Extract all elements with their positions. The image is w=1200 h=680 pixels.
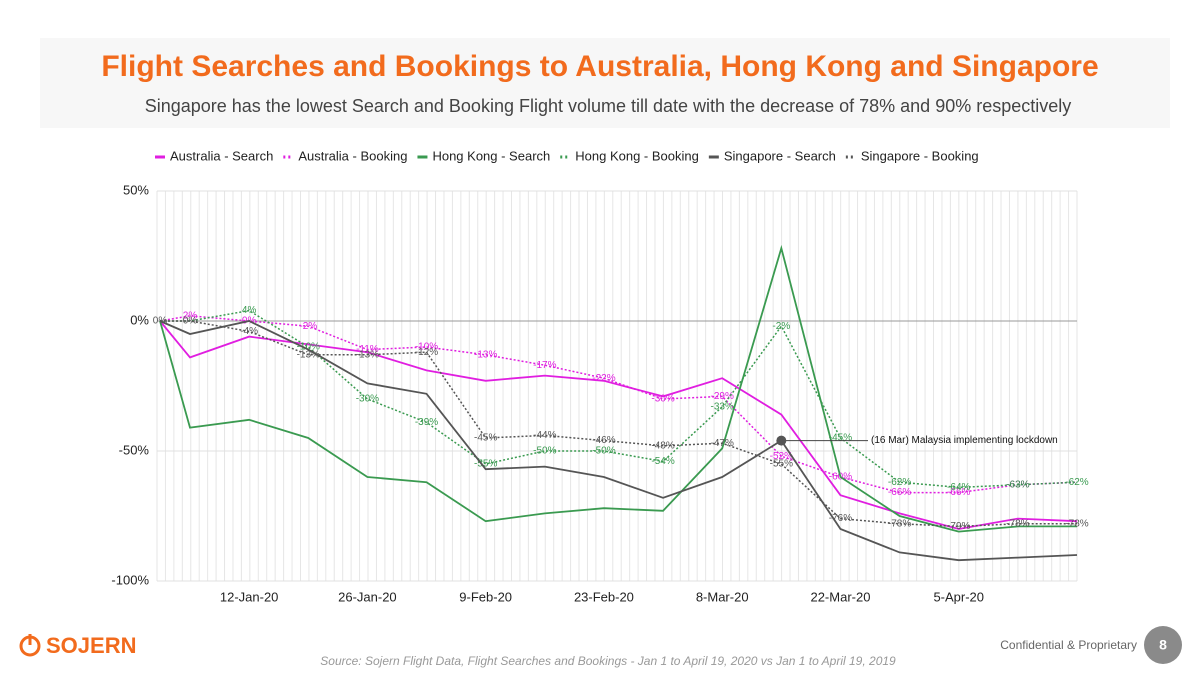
data-label: -10%	[297, 342, 320, 353]
data-label: -33%	[711, 401, 734, 412]
data-label: -66%	[947, 487, 970, 498]
legend-label: Hong Kong - Search	[432, 148, 550, 163]
series-line	[159, 320, 1078, 562]
legend-label: Singapore - Search	[724, 148, 836, 163]
data-label: -29%	[711, 391, 734, 402]
data-label: -44%	[533, 430, 556, 441]
x-tick-label: 5-Apr-20	[933, 589, 984, 604]
data-label: -30%	[651, 394, 674, 405]
data-label: -62%	[1065, 477, 1088, 488]
data-label: -12%	[415, 347, 438, 358]
data-label: 2%	[183, 310, 198, 321]
data-label: -78%	[1065, 518, 1088, 529]
data-label: -11%	[356, 344, 379, 355]
legend-label: Australia - Search	[170, 148, 273, 163]
annotation-marker	[776, 435, 787, 446]
series-line	[159, 320, 1078, 530]
source: Source: Sojern Flight Data, Flight Searc…	[320, 654, 896, 668]
data-label: -47%	[711, 438, 734, 449]
annotation: (16 Mar) Malaysia implementing lockdown	[871, 435, 1058, 446]
data-label: -50%	[592, 446, 615, 457]
logo-text: SOJERN	[46, 633, 136, 658]
chart-title: Flight Searches and Bookings to Australi…	[101, 50, 1098, 83]
data-label: -63%	[1006, 479, 1029, 490]
data-label: -66%	[888, 487, 911, 498]
data-label: -78%	[888, 518, 911, 529]
data-label: -13%	[356, 349, 379, 360]
data-label: -46%	[592, 435, 615, 446]
y-tick-label: -50%	[119, 442, 150, 457]
data-label: -54%	[651, 456, 674, 467]
data-label: -4%	[240, 326, 258, 337]
series-line	[160, 309, 1078, 489]
data-label: -45%	[474, 433, 497, 444]
data-label: -62%	[888, 477, 911, 488]
chart-subtitle: Singapore has the lowest Search and Book…	[145, 96, 1072, 116]
legend-label: Singapore - Booking	[861, 148, 979, 163]
legend-label: Australia - Booking	[298, 148, 407, 163]
data-label: -39%	[415, 417, 438, 428]
data-label: -64%	[947, 482, 970, 493]
data-label: 4%	[242, 305, 257, 316]
data-label: -50%	[533, 446, 556, 457]
data-label: -13%	[297, 349, 320, 360]
data-label: -55%	[770, 459, 793, 470]
data-label: 0%	[153, 316, 168, 327]
data-label: -2%	[772, 321, 790, 332]
x-tick-label: 9-Feb-20	[459, 589, 512, 604]
data-label: -17%	[533, 360, 556, 371]
y-tick-label: -100%	[111, 572, 149, 587]
series-line	[160, 320, 1077, 528]
data-label: -13%	[474, 349, 497, 360]
data-label: -55%	[474, 459, 497, 470]
data-label: -22%	[592, 373, 615, 384]
data-label: 0%	[183, 316, 198, 327]
page-number: 8	[1159, 637, 1167, 653]
x-tick-label: 22-Mar-20	[810, 589, 870, 604]
x-tick-label: 26-Jan-20	[338, 589, 397, 604]
data-label: -2%	[299, 321, 317, 332]
footer: Confidential & Proprietary	[1000, 638, 1137, 652]
series-line	[159, 315, 1078, 494]
logo: SOJERN	[19, 633, 136, 658]
x-tick-label: 23-Feb-20	[574, 589, 634, 604]
data-label: -52%	[770, 451, 793, 462]
data-label: -45%	[829, 433, 852, 444]
title-band	[40, 38, 1170, 128]
x-tick-label: 12-Jan-20	[220, 589, 279, 604]
data-label: -79%	[947, 521, 970, 532]
data-label: -78%	[1006, 518, 1029, 529]
data-label: -76%	[829, 513, 852, 524]
data-label: -48%	[651, 440, 674, 451]
plot: 50% 0% -50% -100% 12-Jan-20 26-Jan-20 9-Feb-20…	[111, 148, 1088, 604]
data-label: -30%	[356, 394, 379, 405]
series-line	[159, 244, 1077, 533]
y-tick-label: 0%	[130, 312, 149, 327]
page-badge	[1144, 626, 1182, 664]
data-label: -10%	[415, 342, 438, 353]
legend-label: Hong Kong - Booking	[575, 148, 699, 163]
x-tick-label: 8-Mar-20	[696, 589, 749, 604]
y-tick-label: 50%	[123, 182, 149, 197]
